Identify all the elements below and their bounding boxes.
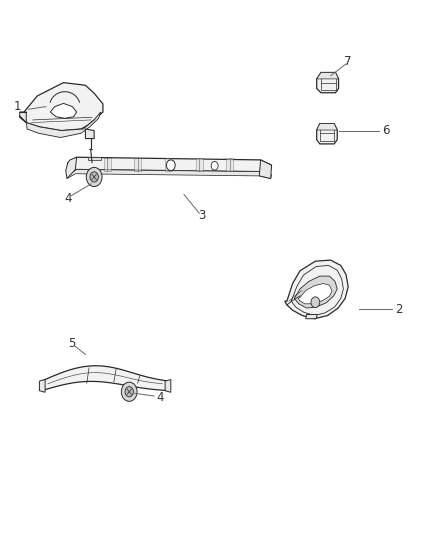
- Polygon shape: [298, 284, 332, 304]
- Text: 1: 1: [14, 100, 21, 113]
- Polygon shape: [67, 169, 272, 179]
- Polygon shape: [68, 157, 272, 175]
- Polygon shape: [85, 129, 94, 139]
- Polygon shape: [20, 112, 26, 123]
- Circle shape: [211, 161, 218, 170]
- Polygon shape: [50, 103, 77, 118]
- Text: 7: 7: [344, 55, 352, 68]
- Polygon shape: [66, 157, 77, 179]
- Text: 4: 4: [64, 192, 72, 205]
- Polygon shape: [26, 112, 101, 138]
- Polygon shape: [42, 366, 169, 391]
- Circle shape: [86, 167, 102, 187]
- Text: 2: 2: [395, 303, 403, 316]
- Polygon shape: [104, 158, 111, 171]
- Polygon shape: [317, 72, 339, 93]
- Text: 3: 3: [198, 209, 205, 222]
- Circle shape: [311, 297, 320, 308]
- Polygon shape: [88, 157, 101, 160]
- Polygon shape: [259, 160, 272, 179]
- Polygon shape: [306, 314, 317, 319]
- Polygon shape: [317, 124, 337, 130]
- Circle shape: [166, 160, 175, 171]
- Polygon shape: [196, 158, 203, 171]
- Polygon shape: [134, 158, 141, 171]
- Text: 4: 4: [156, 391, 164, 403]
- Polygon shape: [226, 158, 233, 171]
- Text: 5: 5: [69, 337, 76, 350]
- Polygon shape: [294, 276, 337, 308]
- Circle shape: [90, 172, 99, 182]
- Circle shape: [121, 382, 137, 401]
- Polygon shape: [39, 379, 45, 392]
- Polygon shape: [285, 260, 348, 319]
- Polygon shape: [317, 72, 339, 79]
- Polygon shape: [165, 379, 171, 392]
- Circle shape: [125, 386, 134, 397]
- Polygon shape: [317, 124, 337, 144]
- Polygon shape: [20, 83, 103, 131]
- Text: 6: 6: [381, 124, 389, 137]
- Polygon shape: [165, 158, 172, 171]
